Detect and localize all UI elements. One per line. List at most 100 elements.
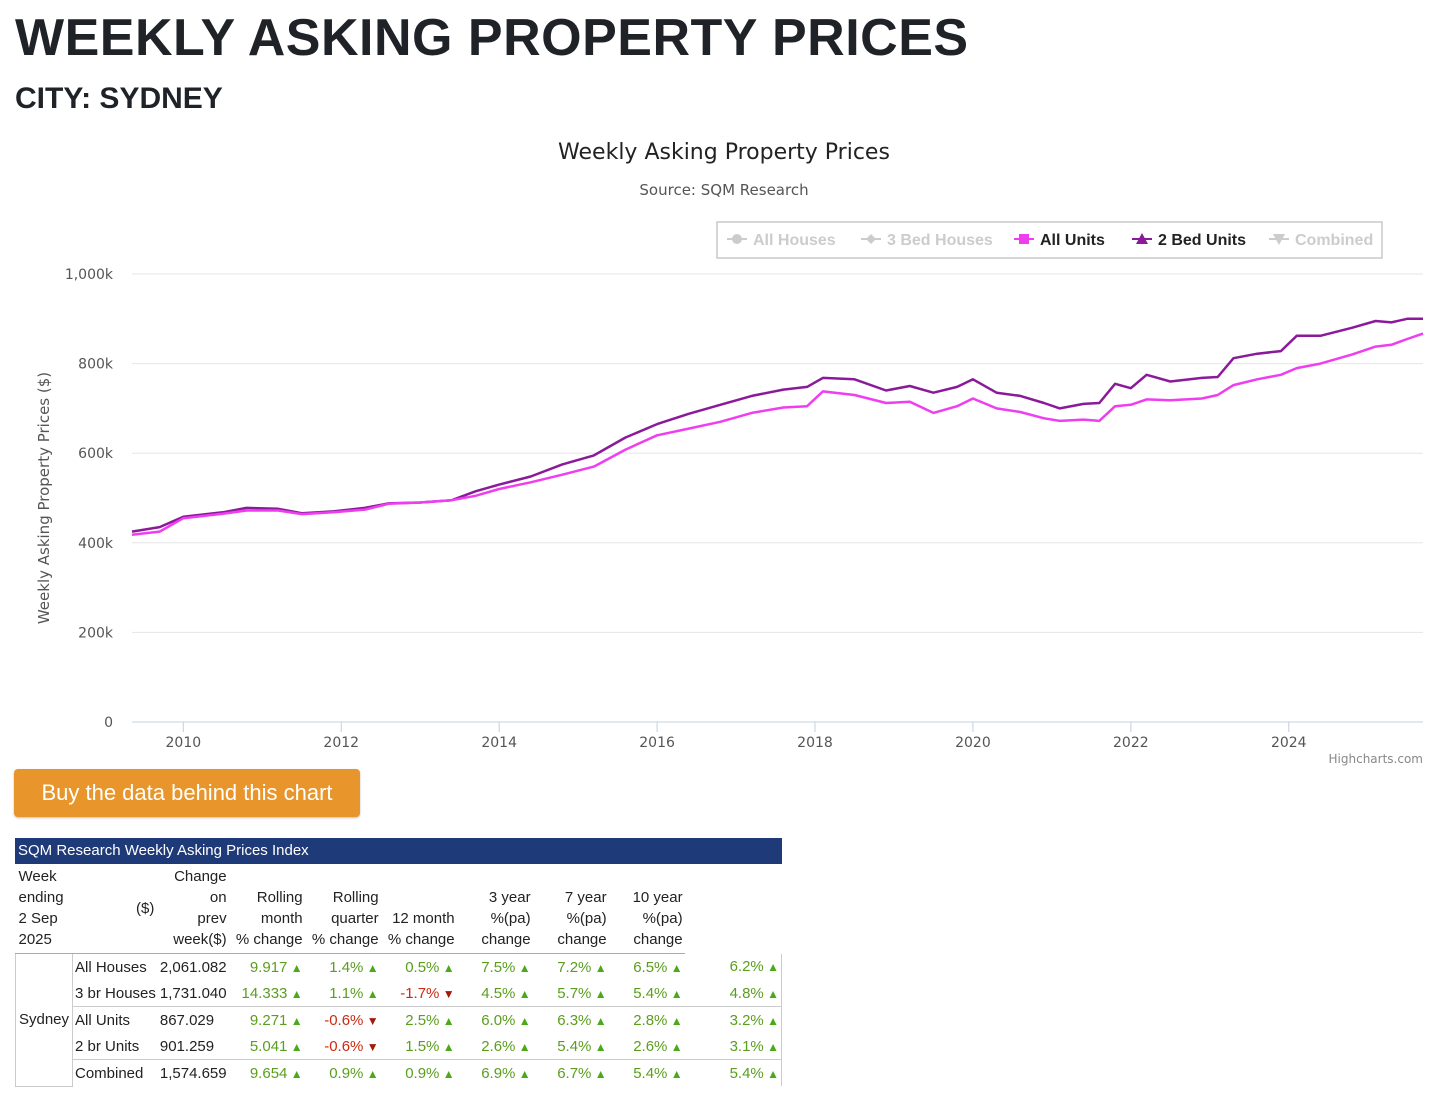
value-text: 0.9% — [329, 1064, 364, 1082]
page-title: WEEKLY ASKING PROPERTY PRICES — [15, 9, 969, 67]
legend-item-2-bed-units[interactable]: 2 Bed Units — [1132, 232, 1246, 249]
legend-item-all-units[interactable]: All Units — [1014, 232, 1105, 249]
row-price: 1,731.040 — [159, 984, 227, 1002]
row-price: 2,061.082 — [159, 958, 227, 976]
arrow-up-icon: ▲ — [667, 986, 683, 1001]
value-cell: 6.9% ▲ — [456, 1059, 533, 1086]
arrow-up-icon: ▲ — [667, 960, 683, 975]
row-label: Combined — [72, 1059, 158, 1086]
row-label: All Houses — [75, 958, 147, 976]
triangle-down-icon — [1273, 234, 1285, 245]
value-text: 0.9% — [405, 1064, 440, 1082]
value-text: 1.1% — [329, 984, 364, 1002]
value-text: 5.4% — [557, 1037, 592, 1055]
value-cell: 3.2% ▲ — [684, 1006, 782, 1033]
value-text: -0.6% — [324, 1037, 364, 1055]
row-price: 867.029 — [157, 1006, 229, 1033]
x-tick-label: 2024 — [1271, 735, 1307, 751]
legend-item-3-bed-houses[interactable]: 3 Bed Houses — [861, 232, 993, 249]
value-cell: 4.5% ▲ — [457, 980, 533, 1007]
value-text: 2.5% — [405, 1011, 440, 1029]
x-tick-label: 2016 — [639, 735, 675, 751]
arrow-up-icon: ▲ — [439, 960, 455, 975]
value-cell: 2.6% ▲ — [457, 1033, 533, 1060]
arrow-up-icon: ▲ — [591, 1039, 607, 1054]
value-text: 2.6% — [633, 1037, 668, 1055]
value-cell: 2.5% ▲ — [380, 1006, 457, 1033]
arrow-up-icon: ▲ — [363, 1066, 379, 1081]
value-text: 9.654 — [249, 1064, 288, 1082]
value-cell: 6.7% ▲ — [532, 1059, 609, 1086]
chart-legend: All Houses 3 Bed Houses All Units 2 Bed Uni… — [727, 232, 1373, 249]
x-tick-label: 2010 — [166, 735, 202, 751]
arrow-up-icon: ▲ — [363, 986, 379, 1001]
chart-subtitle: Source: SQM Research — [639, 181, 808, 199]
value-text: 5.041 — [249, 1037, 288, 1055]
series-line-2-bed-units — [131, 317, 1423, 533]
arrow-up-icon: ▲ — [667, 1039, 683, 1054]
chart-credits[interactable]: Highcharts.com — [1329, 752, 1423, 766]
row-price: 901.259 — [159, 1037, 215, 1055]
legend-label: 3 Bed Houses — [887, 232, 993, 249]
table-row: All Units 867.029 9.271 ▲ -0.6% ▼ 2.5% ▲ 6.0%… — [16, 1006, 782, 1033]
arrow-up-icon: ▲ — [667, 1013, 683, 1028]
value-text: 6.2% — [729, 958, 764, 976]
x-tick-label: 2012 — [323, 735, 359, 751]
diamond-icon — [866, 234, 876, 244]
arrow-down-icon: ▼ — [439, 986, 455, 1001]
row-label: 3 br Houses — [75, 984, 156, 1002]
arrow-up-icon: ▲ — [763, 1039, 779, 1054]
chart-title: Weekly Asking Property Prices — [558, 140, 890, 165]
arrow-up-icon: ▲ — [287, 986, 303, 1001]
x-tick-label: 2014 — [481, 735, 517, 751]
value-text: 6.7% — [557, 1064, 592, 1082]
arrow-up-icon: ▲ — [591, 1066, 607, 1081]
value-text: 5.4% — [633, 1064, 668, 1082]
arrow-down-icon: ▼ — [363, 1039, 379, 1054]
triangle-icon — [1136, 233, 1148, 244]
x-tick-label: 2018 — [797, 735, 833, 751]
header-month: Rolling month% change — [228, 864, 305, 954]
arrow-up-icon: ▲ — [439, 1066, 455, 1081]
row-price: 1,574.659 — [157, 1059, 229, 1086]
buy-data-button[interactable]: Buy the data behind this chart — [14, 769, 360, 817]
arrow-up-icon: ▲ — [287, 1013, 303, 1028]
arrow-up-icon: ▲ — [515, 960, 531, 975]
value-cell: 1.5% ▲ — [381, 1033, 457, 1060]
arrow-up-icon: ▲ — [763, 1013, 779, 1028]
value-cell: 5.7% ▲ — [533, 980, 609, 1007]
page-subtitle: CITY: SYDNEY — [15, 82, 223, 115]
legend-label: All Houses — [753, 232, 836, 249]
square-icon — [1019, 234, 1029, 244]
header-10y: 10 year %(pa) change — [608, 864, 685, 954]
value-text: 4.8% — [729, 984, 764, 1002]
city-cell: Sydney — [15, 953, 73, 1087]
value-text: 4.5% — [481, 984, 516, 1002]
y-tick-label: 400k — [78, 536, 114, 552]
value-text: 6.5% — [633, 958, 668, 976]
header-price: ($) — [72, 864, 158, 954]
value-text: 14.333 — [241, 984, 288, 1002]
arrow-up-icon: ▲ — [363, 960, 379, 975]
value-cell: 0.9% ▲ — [380, 1059, 457, 1086]
value-cell: 4.8% ▲ — [684, 980, 782, 1007]
arrow-up-icon: ▲ — [287, 1039, 303, 1054]
header-change: Change on prev week($) — [157, 864, 229, 954]
legend-item-all-houses[interactable]: All Houses — [727, 232, 836, 249]
arrow-up-icon: ▲ — [287, 1066, 303, 1081]
price-index-table: SQM Research Weekly Asking Prices Index … — [15, 838, 782, 1087]
value-cell: 2.8% ▲ — [608, 1006, 685, 1033]
arrow-down-icon: ▼ — [363, 1013, 379, 1028]
value-cell: 0.9% ▲ — [304, 1059, 381, 1086]
value-cell: -1.7% ▼ — [381, 980, 457, 1007]
value-cell: 5.4% ▲ — [609, 980, 685, 1007]
arrow-up-icon: ▲ — [763, 1066, 779, 1081]
header-week: Week ending 2 Sep 2025 — [15, 864, 73, 954]
value-text: 9.271 — [249, 1011, 288, 1029]
value-cell: 3.1% ▲ — [684, 1033, 782, 1060]
value-text: 5.7% — [557, 984, 592, 1002]
table-row: Sydney All Houses 2,061.082 9.917 ▲ 1.4% ▲ 0.… — [15, 953, 782, 1087]
value-text: 7.5% — [481, 958, 516, 976]
legend-item-combined[interactable]: Combined — [1269, 232, 1373, 249]
arrow-up-icon: ▲ — [515, 1013, 531, 1028]
